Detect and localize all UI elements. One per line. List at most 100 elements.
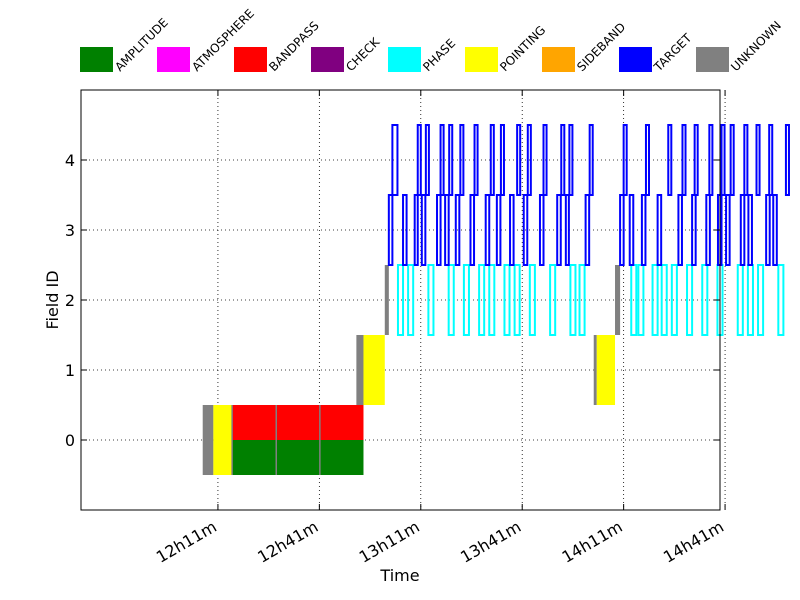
scan-block-pointing <box>596 335 616 405</box>
target-scan <box>526 124 532 196</box>
target-scan <box>739 194 746 266</box>
legend-label: PHASE <box>420 36 458 74</box>
legend-label: POINTING <box>497 23 548 74</box>
scan-block-bandpass <box>232 405 277 440</box>
scan-block-bandpass <box>319 405 364 440</box>
target-scan <box>538 194 545 266</box>
target-scan <box>784 124 790 196</box>
target-scan <box>628 194 635 266</box>
target-scan <box>755 124 761 196</box>
target-scan <box>454 194 461 266</box>
plot-marks <box>202 124 790 475</box>
scan-block-amplitude <box>276 440 320 475</box>
target-scan <box>509 194 515 266</box>
y-tick-label: 4 <box>65 151 75 170</box>
x-tick-label: 14h11m <box>559 517 626 567</box>
phase-scan <box>746 264 754 336</box>
phase-scan <box>447 264 455 336</box>
target-scan <box>495 194 502 266</box>
target-scan <box>459 124 465 196</box>
target-scan <box>622 124 628 196</box>
target-scan <box>469 194 476 266</box>
target-scan <box>644 124 651 196</box>
x-tick-label: 12h41m <box>254 517 321 567</box>
x-axis-label: Time <box>379 566 419 585</box>
x-tick-label: 12h11m <box>153 517 220 567</box>
phase-scan <box>637 264 645 336</box>
y-tick-label: 1 <box>65 361 75 380</box>
target-scan <box>420 194 427 266</box>
legend-swatch <box>388 47 421 72</box>
legend-swatch <box>696 47 729 72</box>
scan-block-unknown <box>615 265 621 335</box>
scan-block-unknown <box>356 335 364 405</box>
target-scan <box>619 194 625 266</box>
target-scan <box>473 124 479 196</box>
legend-label: TARGET <box>651 30 695 74</box>
target-scan <box>720 124 726 196</box>
legend-swatch <box>234 47 267 72</box>
phase-scan <box>396 264 405 336</box>
phase-scan <box>569 264 577 336</box>
target-scan <box>743 124 749 196</box>
phase-scan <box>736 264 744 336</box>
target-scan <box>556 194 562 266</box>
target-scan <box>772 194 778 266</box>
target-scan <box>413 194 419 266</box>
target-scan <box>416 124 422 196</box>
phase-scan <box>701 264 709 336</box>
phase-scan <box>427 264 435 336</box>
scan-block-amplitude <box>232 440 277 475</box>
target-scan <box>681 124 687 196</box>
target-scan <box>522 194 529 266</box>
target-scan <box>765 194 771 266</box>
x-tick-label: 13h41m <box>457 517 524 567</box>
target-scan <box>439 124 445 196</box>
target-scan <box>424 124 430 196</box>
target-scan <box>705 194 711 266</box>
target-scan <box>560 124 566 196</box>
target-scan <box>656 194 663 266</box>
phase-scan <box>651 264 659 336</box>
phase-scan <box>549 264 557 336</box>
target-scan <box>448 124 454 196</box>
legend-swatch <box>157 47 190 72</box>
target-scan <box>677 194 683 266</box>
phase-scan <box>670 264 678 336</box>
target-scan <box>391 124 399 196</box>
legend-swatch <box>542 47 575 72</box>
phase-scan <box>478 264 486 336</box>
phase-scan <box>407 264 415 336</box>
target-scan <box>729 124 735 196</box>
target-scan <box>489 124 495 196</box>
target-scan <box>564 194 570 266</box>
phase-scan <box>578 264 586 336</box>
y-tick-label: 2 <box>65 291 75 310</box>
phase-scan <box>660 264 668 336</box>
phase-scan <box>528 264 536 336</box>
scan-block-unknown <box>384 265 389 335</box>
scan-block-unknown <box>593 335 597 405</box>
legend-swatch <box>465 47 498 72</box>
target-scan <box>747 194 753 266</box>
target-scan <box>725 194 731 266</box>
legend-label: CHECK <box>343 34 383 74</box>
legend-swatch <box>619 47 652 72</box>
x-tick-label: 14h41m <box>660 517 727 567</box>
target-scan <box>693 124 699 196</box>
phase-scan <box>462 264 470 336</box>
scan-block-pointing <box>213 405 233 475</box>
scan-block-amplitude <box>319 440 364 475</box>
y-axis-label: Field ID <box>43 270 62 329</box>
phase-scan <box>777 264 785 336</box>
target-scan <box>436 194 442 266</box>
phase-scan <box>488 264 496 336</box>
target-scan <box>708 124 714 196</box>
target-scan <box>402 194 408 266</box>
target-scan <box>516 124 522 196</box>
target-scan <box>542 124 548 196</box>
target-scan <box>444 194 450 266</box>
phase-scan <box>686 264 694 336</box>
phase-scan <box>757 264 765 336</box>
